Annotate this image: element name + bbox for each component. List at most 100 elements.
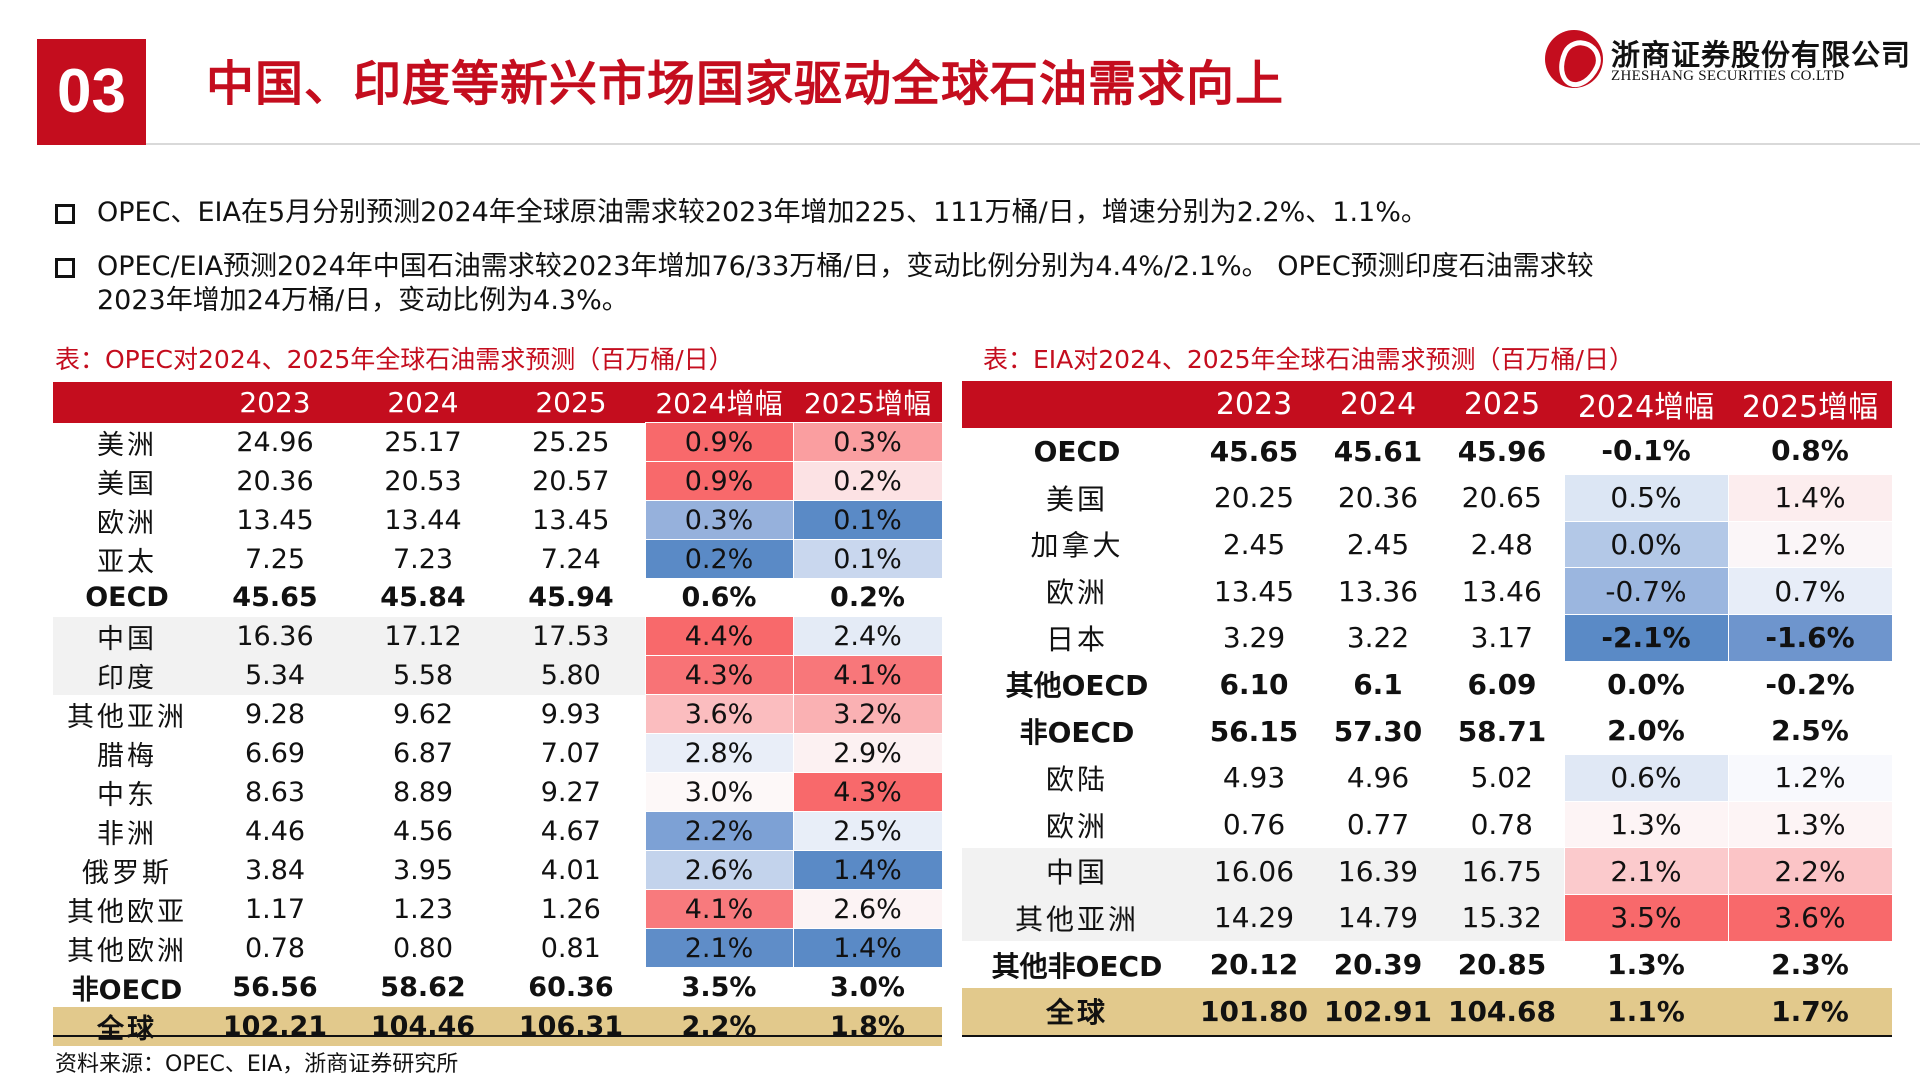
growth-cell: 3.6% — [1727, 894, 1893, 942]
growth-cell: 1.3% — [1727, 800, 1893, 849]
table-row: OECD 45.65 45.84 45.94 0.6% 0.2% — [53, 579, 942, 617]
growth-cell: 1.4% — [792, 928, 943, 969]
row-label: 欧洲 — [1045, 809, 1108, 843]
row-label: OECD — [1033, 434, 1121, 468]
growth-cell: 1.2% — [1727, 754, 1893, 802]
value-cell: 25.25 — [532, 426, 610, 458]
growth-cell: 2.4% — [792, 616, 943, 657]
value-cell: 9.93 — [540, 698, 601, 730]
growth-cell: 0.1% — [792, 500, 943, 540]
growth-cell: 1.8% — [793, 1006, 942, 1046]
value-cell: 6.87 — [392, 737, 454, 769]
bullet-text-continued: 2023年增加24万桶/日，变动比例为4.3%。 — [97, 285, 629, 316]
row-label: 日本 — [1045, 622, 1108, 656]
opec-table-caption: 表：OPEC对2024、2025年全球石油需求预测（百万桶/日） — [55, 345, 734, 374]
value-cell: 4.96 — [1346, 761, 1410, 795]
row-label: 美洲 — [97, 429, 157, 461]
value-cell: 58.71 — [1457, 714, 1547, 748]
growth-cell: 0.0% — [1563, 520, 1729, 569]
table-row: 非OECD 56.56 58.62 60.36 3.5% 3.0% — [53, 968, 942, 1007]
bullet-text: OPEC、EIA在5月分别预测2024年全球原油需求较2023年增加225、11… — [97, 197, 1428, 228]
growth-cell: 0.9% — [644, 422, 794, 462]
table-row: 欧洲 13.45 13.36 13.46 -0.7% 0.7% — [962, 567, 1893, 615]
value-cell: 58.62 — [380, 971, 466, 1003]
value-cell: 5.58 — [349, 655, 497, 695]
value-cell: 13.36 — [1337, 574, 1419, 608]
growth-cell: -2.1% — [1563, 613, 1729, 662]
growth-cell: 2.5% — [1771, 714, 1849, 748]
value-cell: 56.56 — [232, 971, 318, 1003]
logo-company-name-en: ZHESHANG SECURITIES CO.LTD — [1611, 68, 1845, 84]
growth-cell: 2.2% — [644, 811, 794, 852]
column-header: 2024 — [349, 382, 497, 423]
growth-cell: 2.6% — [792, 889, 943, 930]
page-title: 中国、印度等新兴市场国家驱动全球石油需求向上 — [206, 56, 1285, 112]
value-cell: 7.25 — [244, 543, 306, 575]
growth-cell: 4.1% — [792, 655, 943, 696]
growth-cell: 1.3% — [1607, 948, 1685, 982]
row-label: 其他亚洲 — [67, 701, 187, 733]
bullet-text: OPEC/EIA预测2024年中国石油需求较2023年增加76/33万桶/日，变… — [97, 251, 1594, 282]
value-cell: 9.62 — [392, 698, 454, 730]
table-row: 美国 20.25 20.36 20.65 0.5% 1.4% — [962, 473, 1893, 522]
growth-cell: 0.2% — [644, 539, 794, 579]
growth-cell: 1.7% — [1728, 987, 1892, 1035]
row-label: 其他非OECD — [991, 949, 1163, 983]
value-cell: 17.12 — [349, 616, 497, 656]
table-row: 日本 3.29 3.22 3.17 -2.1% -1.6% — [962, 613, 1893, 662]
value-cell: 16.39 — [1316, 847, 1440, 895]
eia-demand-table: 2023 2024 2025 2024增幅 2025增幅 OECD 45.65 45.61 4… — [962, 381, 1893, 1035]
table-row: 其他欧亚 1.17 1.23 1.26 4.1% 2.6% — [53, 889, 943, 930]
value-cell: 5.02 — [1470, 761, 1533, 795]
table-row: 中国 16.06 16.39 16.75 2.1% 2.2% — [962, 847, 1893, 896]
row-label: 中国 — [53, 616, 201, 656]
growth-cell: 0.7% — [1727, 567, 1893, 615]
table-row: 欧陆 4.93 4.96 5.02 0.6% 1.2% — [962, 754, 1893, 802]
value-cell: 7.23 — [392, 543, 454, 575]
growth-cell: 1.4% — [1727, 473, 1893, 522]
value-cell: 0.81 — [540, 932, 601, 964]
row-label: 俄罗斯 — [82, 857, 172, 889]
table-row: 俄罗斯 3.84 3.95 4.01 2.6% 1.4% — [53, 850, 943, 891]
table-row: 非OECD 56.15 57.30 58.71 2.0% 2.5% — [962, 708, 1892, 755]
growth-cell: 3.5% — [1563, 894, 1729, 942]
value-cell: 15.32 — [1440, 894, 1564, 942]
value-cell: 20.85 — [1457, 948, 1547, 982]
table-header-row: 2023 2024 2025 2024增幅 2025增幅 — [962, 381, 1892, 428]
row-label: 加拿大 — [1030, 529, 1124, 563]
growth-cell: 4.3% — [792, 772, 943, 813]
bullet-point: OPEC、EIA在5月分别预测2024年全球原油需求较2023年增加225、11… — [55, 196, 1855, 232]
value-cell: 6.1 — [1353, 667, 1403, 701]
column-header: 2025增幅 — [793, 382, 942, 423]
value-cell: 20.53 — [384, 465, 462, 497]
column-header: 2025 — [497, 382, 645, 423]
growth-cell: 2.1% — [644, 928, 794, 969]
row-label: 美国 — [97, 468, 157, 500]
opec-table-bottom-rule — [53, 1035, 942, 1037]
row-label: 非洲 — [97, 818, 157, 850]
growth-cell: 0.6% — [1563, 754, 1729, 802]
value-cell: 20.12 — [1209, 948, 1299, 982]
growth-cell: -0.1% — [1601, 434, 1691, 468]
column-header — [53, 382, 201, 423]
growth-cell: 0.5% — [1563, 473, 1729, 522]
value-cell: 20.57 — [532, 465, 610, 497]
value-cell: 4.01 — [540, 854, 601, 886]
row-label: 欧陆 — [1045, 762, 1108, 796]
table-row: 全球 102.21 104.46 106.31 2.2% 1.8% — [53, 1006, 942, 1046]
row-label: 亚太 — [97, 546, 157, 578]
value-cell: 104.46 — [349, 1006, 497, 1046]
growth-cell: 4.1% — [644, 889, 794, 930]
table-row: OECD 45.65 45.61 45.96 -0.1% 0.8% — [962, 428, 1892, 475]
value-cell: 3.84 — [244, 854, 306, 886]
row-label: 全球 — [962, 987, 1192, 1035]
growth-cell: 0.8% — [1771, 434, 1849, 468]
value-cell: 16.36 — [201, 616, 349, 656]
square-bullet-icon — [55, 258, 75, 278]
value-cell: 13.45 — [236, 504, 314, 536]
section-number-badge: 03 — [37, 39, 146, 145]
value-cell: 20.65 — [1461, 481, 1542, 515]
value-cell: 9.28 — [244, 698, 306, 730]
value-cell: 8.63 — [244, 776, 306, 808]
value-cell: 6.10 — [1219, 667, 1289, 701]
